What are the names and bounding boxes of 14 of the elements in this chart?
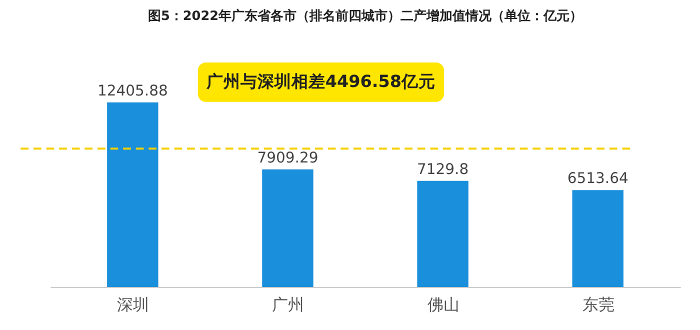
data-label: 12405.88	[97, 82, 168, 100]
x-tick-label: 佛山	[427, 295, 460, 314]
data-label: 6513.64	[567, 170, 628, 188]
x-tick-label: 广州	[272, 295, 304, 314]
chart-title: 图5：2022年广东省各市（排名前四城市）二产增加值情况（单位：亿元）	[148, 8, 582, 24]
data-label: 7909.29	[257, 149, 318, 166]
bar	[262, 169, 314, 288]
bar	[572, 190, 624, 288]
bar	[417, 180, 468, 288]
bar	[107, 102, 158, 288]
data-label: 7129.8	[416, 161, 469, 178]
x-tick-label: 深圳	[117, 295, 150, 314]
text: 广州与深圳相差4496.58亿元	[205, 71, 436, 92]
x-tick-label: 东莞	[582, 295, 614, 314]
